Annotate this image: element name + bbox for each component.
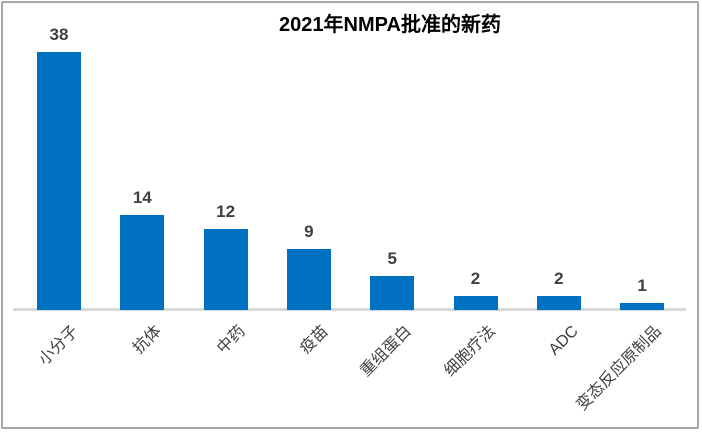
chart-title: 2021年NMPA批准的新药 — [279, 14, 501, 36]
bar-value-label: 2 — [554, 269, 564, 288]
x-axis-line — [13, 308, 686, 311]
bar — [120, 215, 165, 310]
bar — [286, 249, 331, 310]
bar — [203, 229, 248, 310]
bar-value-label: 38 — [49, 25, 69, 44]
bar-value-label: 12 — [216, 202, 236, 221]
chart-frame — [1, 1, 699, 429]
bar — [370, 276, 415, 310]
bar — [536, 296, 581, 310]
bar-value-label: 14 — [132, 188, 152, 207]
bar-value-label: 1 — [637, 276, 647, 295]
bar-value-label: 2 — [470, 269, 481, 288]
bar-value-label: 5 — [387, 249, 397, 268]
bar — [37, 52, 81, 310]
bar — [453, 296, 498, 310]
bar — [620, 303, 665, 310]
bar-value-label: 9 — [304, 222, 314, 241]
